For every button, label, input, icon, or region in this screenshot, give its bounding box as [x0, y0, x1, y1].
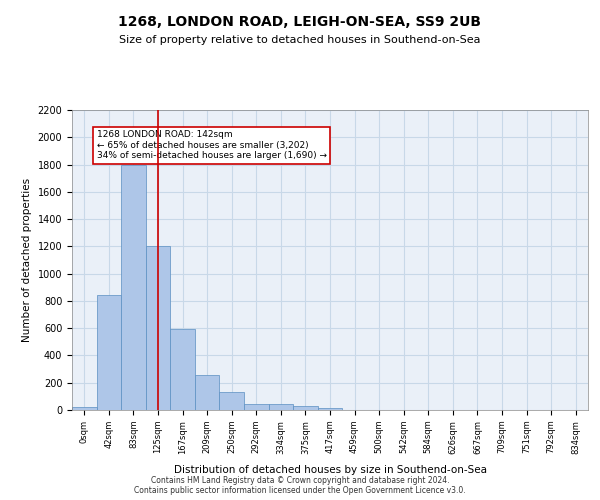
- Bar: [244, 404, 269, 410]
- Y-axis label: Number of detached properties: Number of detached properties: [22, 178, 32, 342]
- Text: Contains HM Land Registry data © Crown copyright and database right 2024.
Contai: Contains HM Land Registry data © Crown c…: [134, 476, 466, 495]
- Bar: [146, 246, 170, 410]
- Bar: [293, 406, 318, 410]
- X-axis label: Distribution of detached houses by size in Southend-on-Sea: Distribution of detached houses by size …: [173, 465, 487, 475]
- Bar: [72, 406, 97, 410]
- Text: Size of property relative to detached houses in Southend-on-Sea: Size of property relative to detached ho…: [119, 35, 481, 45]
- Bar: [170, 329, 195, 410]
- Bar: [318, 408, 342, 410]
- Text: 1268 LONDON ROAD: 142sqm
← 65% of detached houses are smaller (3,202)
34% of sem: 1268 LONDON ROAD: 142sqm ← 65% of detach…: [97, 130, 326, 160]
- Bar: [269, 404, 293, 410]
- Bar: [195, 375, 220, 410]
- Text: 1268, LONDON ROAD, LEIGH-ON-SEA, SS9 2UB: 1268, LONDON ROAD, LEIGH-ON-SEA, SS9 2UB: [119, 15, 482, 29]
- Bar: [121, 164, 146, 410]
- Bar: [97, 295, 121, 410]
- Bar: [220, 392, 244, 410]
